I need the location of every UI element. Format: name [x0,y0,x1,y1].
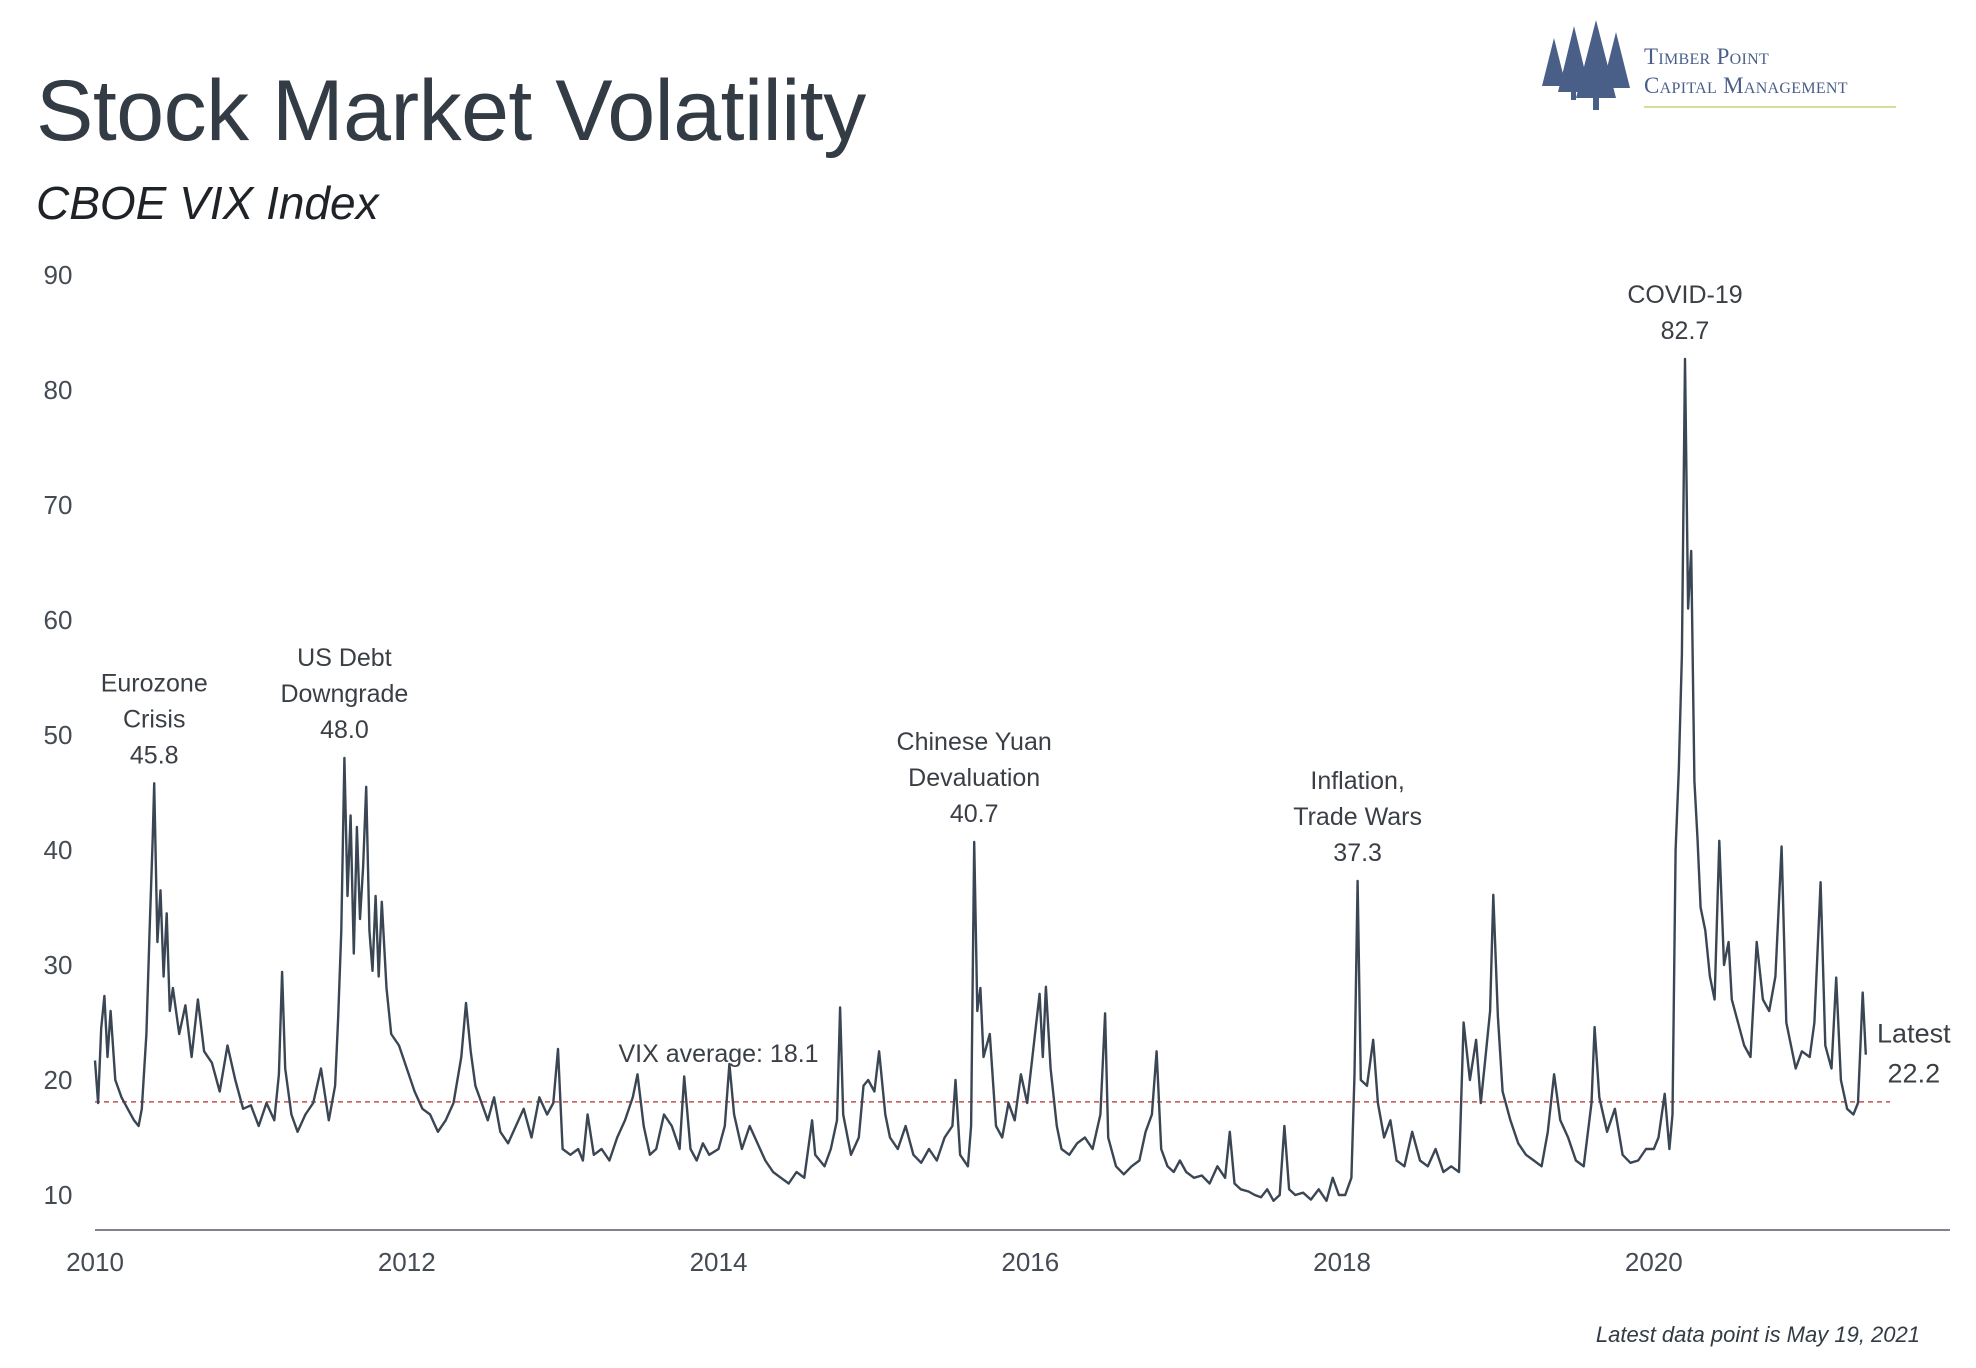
annotation-label: Chinese Yuan [897,728,1052,756]
vix-line-chart: 10 20 30 40 50 60 70 80 90 2010 2012 2014 2016 2018 20… [44,260,1952,1277]
pine-trees-icon [1542,20,1630,110]
logo-line-2: Capital Management [1644,73,1848,98]
page-subtitle: CBOE VIX Index [36,177,379,229]
x-tick-label: 2010 [66,1247,124,1277]
y-tick-label: 70 [44,490,73,520]
average-line-label: VIX average: 18.1 [618,1040,818,1068]
logo-line-1: Timber Point [1644,44,1770,69]
annotation-label: COVID-19 [1627,281,1742,309]
y-tick-label: 90 [44,260,73,290]
logo-wordmark: Timber Point Capital Management [1644,42,1848,100]
x-tick-label: 2016 [1001,1247,1059,1277]
x-tick-label: 2014 [690,1247,748,1277]
annotation-label: 37.3 [1333,839,1382,867]
annotation-label: Trade Wars [1293,803,1422,831]
footnote: Latest data point is May 19, 2021 [1595,1322,1920,1347]
annotation-label: US Debt [297,644,392,672]
y-tick-label: 20 [44,1065,73,1095]
annotation-label: 22.2 [1888,1059,1941,1089]
logo-divider [1644,106,1896,108]
annotation-label: Latest [1877,1019,1951,1049]
page-title: Stock Market Volatility [36,63,866,159]
x-tick-label: 2020 [1625,1247,1683,1277]
annotation-label: Eurozone [101,669,208,697]
annotation-label: 40.7 [950,800,999,828]
annotation-label: Devaluation [908,764,1040,792]
annotation-label: 45.8 [130,741,179,769]
vix-series-line [93,357,1867,1202]
annotation-label: Downgrade [280,680,408,708]
y-tick-label: 30 [44,950,73,980]
annotation-label: Inflation, [1310,767,1405,795]
y-tick-label: 10 [44,1180,73,1210]
annotation-label: Crisis [123,705,186,733]
annotation-label: 48.0 [320,716,369,744]
y-tick-label: 80 [44,375,73,405]
y-tick-label: 40 [44,835,73,865]
y-tick-label: 50 [44,720,73,750]
annotation-label: 82.7 [1661,317,1710,345]
x-tick-label: 2018 [1313,1247,1371,1277]
company-logo: Timber Point Capital Management [1540,18,1900,118]
y-tick-label: 60 [44,605,73,635]
x-tick-label: 2012 [378,1247,436,1277]
